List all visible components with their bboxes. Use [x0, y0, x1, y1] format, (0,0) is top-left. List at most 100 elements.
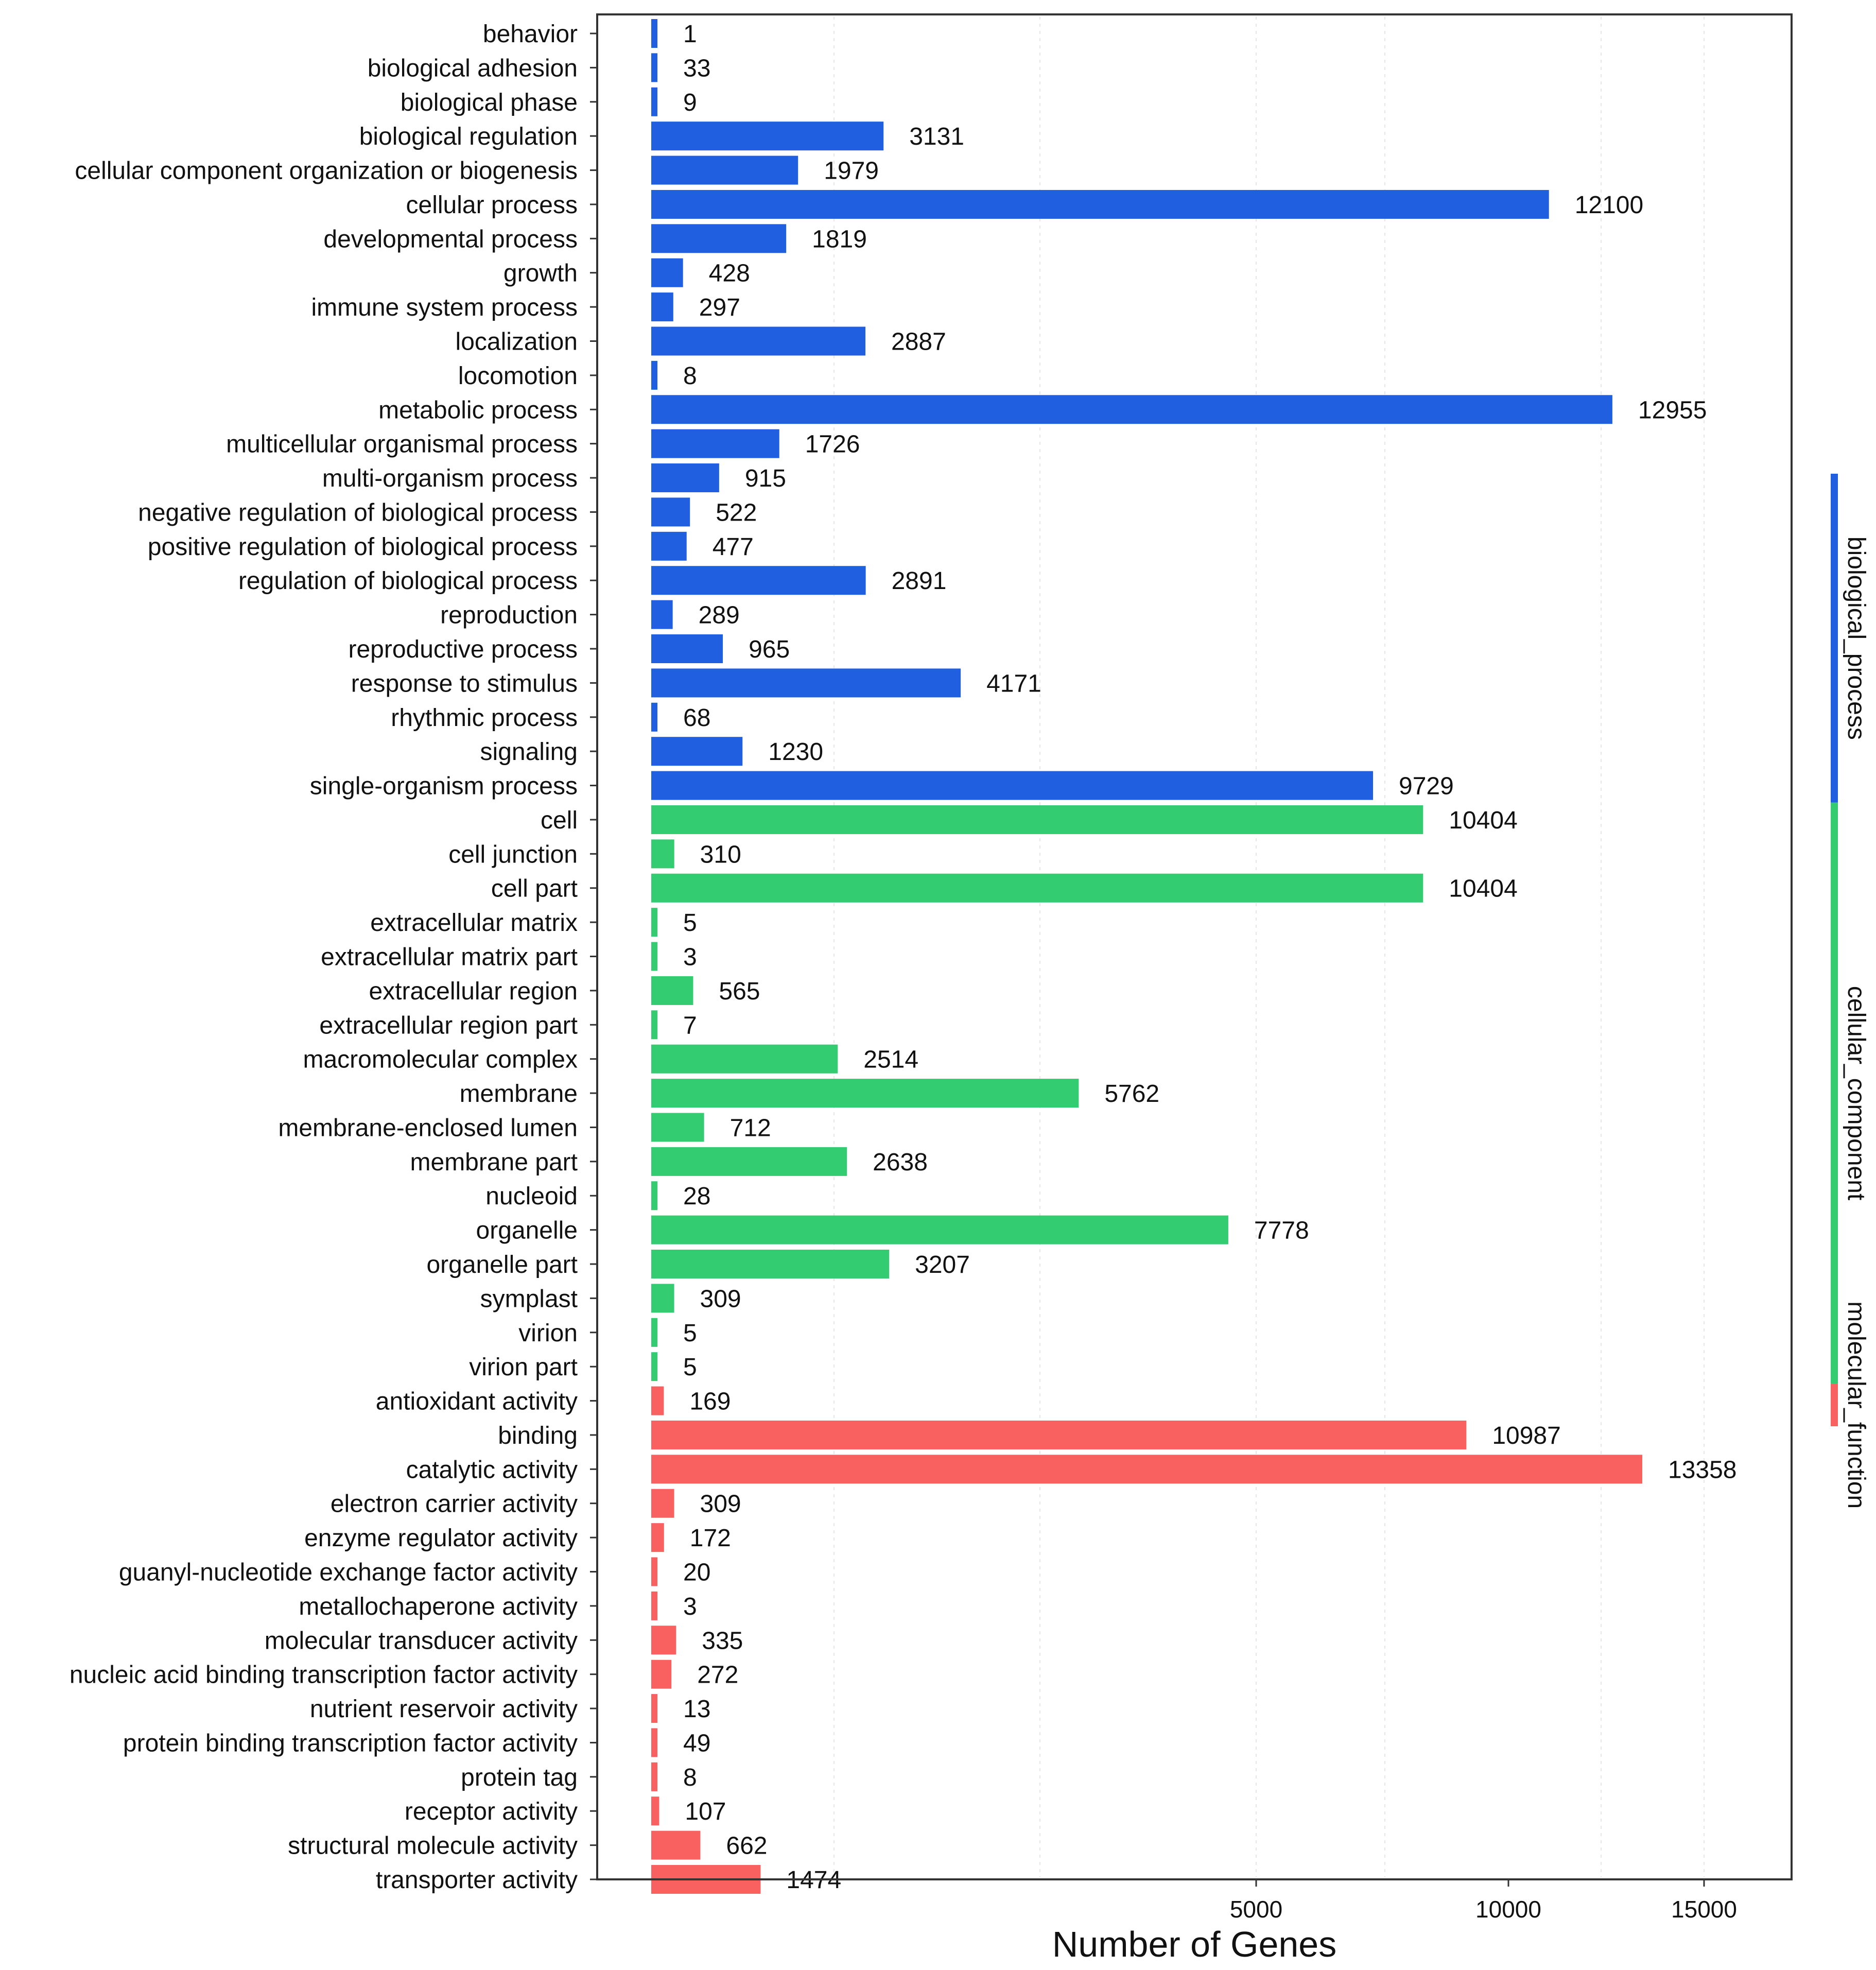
value-label: 965 [749, 636, 790, 663]
group-strip-biological_process [1831, 474, 1838, 803]
bar-biological-phase [651, 87, 657, 116]
category-label: cell junction [448, 841, 578, 868]
value-label: 7 [683, 1012, 697, 1039]
value-label: 2891 [892, 567, 947, 595]
axis-layer: 5000 10000 15000 [590, 13, 1793, 1923]
bar-metabolic-process [651, 395, 1612, 424]
bar-localization [651, 326, 866, 356]
category-label: locomotion [458, 362, 578, 390]
plot-frame [596, 13, 1793, 1880]
value-label: 28 [683, 1183, 710, 1210]
bar-signaling [651, 737, 743, 766]
value-label: 169 [689, 1388, 731, 1415]
value-label: 68 [683, 704, 710, 732]
bar-cell-part [651, 873, 1423, 903]
value-label: 297 [699, 294, 740, 321]
category-label: metabolic process [378, 396, 578, 424]
value-label: 172 [690, 1525, 731, 1552]
bar-positive-regulation-of-biological-process [651, 531, 687, 561]
x-tick-label: 10000 [1475, 1896, 1541, 1923]
group-label-cellular_component: cellular_component [1843, 986, 1870, 1200]
value-label: 2638 [873, 1149, 928, 1176]
value-label: 272 [697, 1662, 738, 1689]
bar-extracellular-region-part [651, 1010, 657, 1040]
value-label: 7778 [1254, 1217, 1309, 1245]
value-label: 522 [716, 499, 757, 526]
group-strip-molecular_function [1831, 1384, 1838, 1426]
category-label: electron carrier activity [331, 1491, 578, 1518]
value-label: 13358 [1668, 1456, 1736, 1483]
category-label: response to stimulus [351, 670, 578, 697]
category-label: multicellular organismal process [226, 431, 578, 458]
bar-membrane-enclosed-lumen [651, 1113, 704, 1142]
x-axis-title: Number of Genes [1052, 1924, 1336, 1964]
category-label: regulation of biological process [238, 567, 578, 595]
bar-membrane-part [651, 1147, 847, 1176]
category-label: reproductive process [348, 636, 578, 663]
bar-receptor-activity [651, 1796, 659, 1826]
value-label: 8 [683, 1764, 697, 1791]
value-label: 5 [683, 909, 697, 937]
category-label: binding [498, 1422, 578, 1449]
category-label: protein binding transcription factor act… [123, 1730, 578, 1757]
value-label: 10404 [1449, 875, 1517, 903]
category-label: biological regulation [359, 123, 578, 150]
grid-layer [833, 16, 1705, 1877]
value-label: 310 [700, 841, 741, 868]
category-label: nutrient reservoir activity [310, 1696, 578, 1723]
bar-structural-molecule-activity [651, 1830, 701, 1860]
category-label: nucleic acid binding transcription facto… [70, 1662, 578, 1689]
category-label: extracellular matrix [370, 909, 578, 937]
category-label: biological phase [401, 89, 578, 116]
category-label: structural molecule activity [288, 1833, 578, 1860]
category-label: receptor activity [405, 1798, 578, 1825]
category-label: organelle [476, 1217, 578, 1245]
bar-single-organism-process [651, 771, 1374, 800]
value-label: 10404 [1449, 807, 1517, 834]
category-label: metallochaperone activity [299, 1593, 578, 1620]
category-label: nucleoid [485, 1183, 578, 1210]
category-label: membrane part [410, 1149, 578, 1176]
category-label: cell [541, 807, 578, 834]
value-label: 20 [683, 1559, 710, 1586]
value-label: 3207 [915, 1251, 970, 1278]
bar-protein-binding-transcription-factor-activity [651, 1728, 657, 1757]
value-label: 565 [719, 978, 760, 1005]
bar-antioxidant-activity [651, 1386, 664, 1415]
category-label: symplast [480, 1285, 578, 1312]
values-layer: 1339313119791210018194282972887812955172… [683, 21, 1736, 1894]
bar-molecular-transducer-activity [651, 1626, 676, 1655]
bar-virion-part [651, 1352, 657, 1381]
x-tick-label: 5000 [1230, 1896, 1282, 1923]
category-label: cell part [491, 875, 578, 903]
value-label: 289 [699, 602, 740, 629]
category-label: virion [518, 1320, 578, 1347]
bar-developmental-process [651, 224, 787, 253]
value-label: 9729 [1399, 773, 1454, 800]
category-label: extracellular region part [319, 1012, 578, 1039]
bar-organelle [651, 1215, 1228, 1245]
category-label: behavior [483, 21, 578, 48]
category-label: multi-organism process [322, 465, 578, 492]
value-label: 1 [683, 21, 697, 48]
value-label: 5 [683, 1354, 697, 1381]
bar-cellular-process [651, 189, 1549, 219]
category-label: extracellular matrix part [321, 944, 578, 971]
value-label: 4171 [986, 670, 1041, 697]
value-label: 12100 [1575, 192, 1643, 219]
bar-growth [651, 258, 683, 287]
x-tick-label: 15000 [1671, 1896, 1737, 1923]
category-label: developmental process [323, 226, 578, 253]
category-label: single-organism process [310, 773, 578, 800]
bar-regulation-of-biological-process [651, 566, 866, 595]
value-label: 309 [700, 1285, 741, 1312]
bar-multi-organism-process [651, 463, 719, 493]
bar-metallochaperone-activity [651, 1591, 657, 1620]
category-label: rhythmic process [391, 704, 578, 732]
category-label: cellular component organization or bioge… [75, 158, 578, 185]
bar-reproductive-process [651, 634, 723, 663]
bar-multicellular-organismal-process [651, 429, 779, 458]
value-label: 107 [685, 1798, 726, 1825]
bar-macromolecular-complex [651, 1044, 838, 1074]
